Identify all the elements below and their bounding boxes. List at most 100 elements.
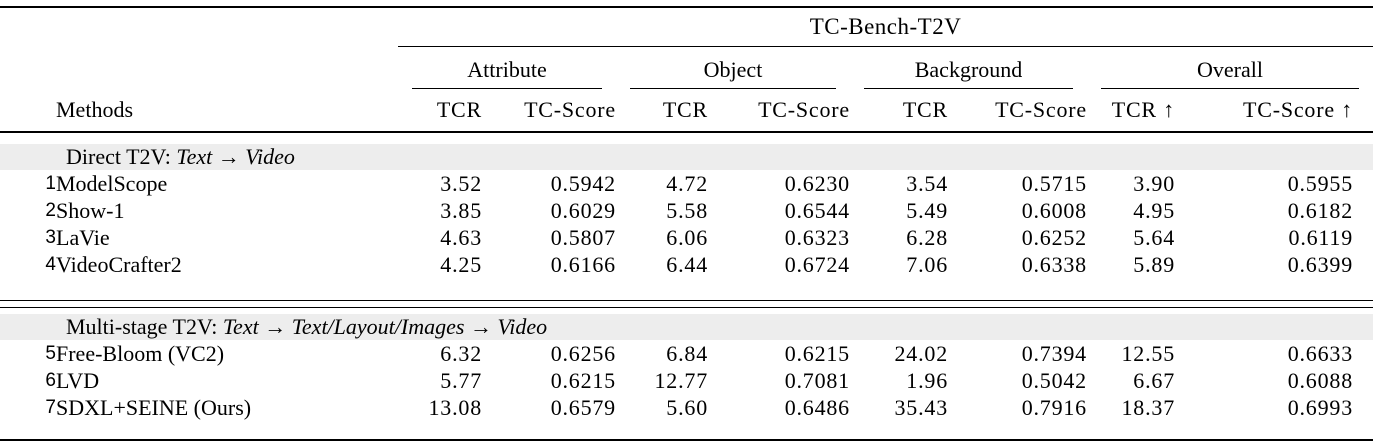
column-header-row: Methods TCR TC-Score TCR TC-Score TCR TC… — [0, 89, 1373, 133]
method-name: LaVie — [56, 224, 110, 250]
group-label: Object — [703, 57, 763, 82]
metric-value: 6.67 — [1133, 367, 1175, 393]
row-index: 5 — [45, 342, 56, 364]
section-header-direct-t2v: Direct T2V: Text → Video — [0, 144, 1373, 170]
section-label-italic: Text — [176, 144, 213, 169]
metric-value: 0.6215 — [550, 367, 616, 393]
metric-value: 5.89 — [1133, 251, 1175, 277]
col-header-tcr-overall: TCR ↑ — [1087, 89, 1175, 133]
metric-value: 6.44 — [666, 251, 708, 277]
spacer-row — [0, 132, 1373, 144]
metric-value: 0.5042 — [1021, 367, 1087, 393]
metric-value: 4.63 — [440, 224, 482, 250]
metric-value: 6.28 — [906, 224, 948, 250]
col-header-tcscore-overall: TC-Score ↑ — [1175, 89, 1373, 133]
col-header-tcscore-background: TC-Score — [948, 89, 1087, 133]
group-label: Background — [914, 57, 1023, 82]
metric-value: 12.55 — [1121, 340, 1175, 366]
metric-value-best: 0.7081 — [784, 367, 850, 393]
metric-value: 24.02 — [894, 340, 948, 366]
metric-value: 0.6338 — [1021, 251, 1087, 277]
metric-value-best: 35.43 — [894, 394, 948, 420]
benchmark-table: TC-Bench-T2V Attribute Object Background… — [0, 6, 1373, 441]
col-header-tcscore-attribute: TC-Score — [482, 89, 616, 133]
empty-cell — [0, 7, 398, 47]
metric-value: 3.90 — [1133, 170, 1175, 196]
metric-value: 4.25 — [440, 251, 482, 277]
section-header-multistage-t2v: Multi-stage T2V: Text → Text/Layout/Imag… — [0, 314, 1373, 340]
metric-value: 0.6230 — [784, 170, 850, 196]
table-row: 2 Show-1 3.85 0.6029 5.58 0.6544 5.49 0.… — [0, 197, 1373, 224]
metric-value: 0.5807 — [550, 224, 616, 250]
metric-value: 0.6323 — [784, 224, 850, 250]
metric-value: 3.52 — [440, 170, 482, 196]
metric-value: 6.32 — [440, 340, 482, 366]
metric-value: 0.5942 — [550, 170, 616, 196]
table-row: 3 LaVie 4.63 0.5807 6.06 0.6323 6.28 0.6… — [0, 224, 1373, 251]
method-name: VideoCrafter2 — [56, 251, 182, 277]
metric-value: 4.95 — [1133, 197, 1175, 223]
col-header-tcr-attribute: TCR — [398, 89, 482, 133]
section-label-italic: Text/Layout/Images — [291, 314, 465, 339]
metric-value: 5.64 — [1133, 224, 1175, 250]
table-title: TC-Bench-T2V — [398, 7, 1373, 47]
table-row: 4 VideoCrafter2 4.25 0.6166 6.44 0.6724 … — [0, 251, 1373, 278]
spacer-row — [0, 278, 1373, 301]
row-index: 2 — [45, 199, 56, 221]
group-header-object: Object — [616, 47, 850, 89]
metric-value: 0.6252 — [1021, 224, 1087, 250]
metric-value: 0.6182 — [1287, 197, 1354, 223]
empty-cell — [0, 47, 398, 90]
metric-value: 0.5955 — [1287, 170, 1354, 196]
method-name: Free-Bloom (VC2) — [56, 340, 225, 366]
metric-value: 3.54 — [906, 170, 948, 196]
method-name: SDXL+SEINE (Ours) — [56, 394, 252, 420]
metric-value-best: 12.77 — [654, 367, 708, 393]
method-name: LVD — [56, 367, 100, 393]
col-header-tcr-object: TCR — [616, 89, 708, 133]
metric-value: 7.06 — [906, 251, 948, 277]
right-arrow-glyph: → — [212, 144, 246, 169]
method-name: ModelScope — [56, 170, 168, 196]
metric-value-best: 0.6993 — [1287, 394, 1354, 420]
metric-value: 0.6166 — [550, 251, 616, 277]
col-header-methods: Methods — [56, 89, 398, 133]
metric-value-best: 13.08 — [428, 394, 482, 420]
section-label-italic: Text — [222, 314, 259, 339]
metric-value: 0.6486 — [784, 394, 850, 420]
row-index: 1 — [45, 172, 56, 194]
section-label-italic: Video — [497, 314, 548, 339]
metric-value: 6.06 — [666, 224, 708, 250]
group-header-row: Attribute Object Background Overall — [0, 47, 1373, 90]
metric-value: 0.6008 — [1021, 197, 1087, 223]
metric-value: 3.85 — [440, 197, 482, 223]
empty-cell — [0, 89, 56, 133]
row-index: 6 — [45, 369, 56, 391]
metric-value: 5.58 — [666, 197, 708, 223]
table-row: 5 Free-Bloom (VC2) 6.32 0.6256 6.84 0.62… — [0, 340, 1373, 367]
group-header-background: Background — [850, 47, 1087, 89]
metric-value: 0.6029 — [550, 197, 616, 223]
group-header-attribute: Attribute — [398, 47, 616, 89]
metric-value: 0.6544 — [784, 197, 850, 223]
right-arrow-glyph: → — [258, 314, 292, 339]
metric-value: 6.84 — [666, 340, 708, 366]
table-row: 1 ModelScope 3.52 0.5942 4.72 0.6230 3.5… — [0, 170, 1373, 197]
metric-value: 5.49 — [906, 197, 948, 223]
metric-value: 0.6088 — [1287, 367, 1354, 393]
table-row: 6 LVD 5.77 0.6215 12.77 0.7081 1.96 0.50… — [0, 367, 1373, 394]
section-label-prefix: Direct T2V: — [66, 144, 177, 169]
group-label: Overall — [1197, 57, 1263, 82]
right-arrow-glyph: → — [464, 314, 498, 339]
table-row: 7 SDXL+SEINE (Ours) 13.08 0.6579 5.60 0.… — [0, 394, 1373, 421]
metric-value: 0.6724 — [784, 251, 850, 277]
metric-value: 0.6215 — [784, 340, 850, 366]
metric-value-best: 0.7916 — [1021, 394, 1087, 420]
group-label: Attribute — [467, 57, 547, 82]
group-header-overall: Overall — [1087, 47, 1373, 89]
col-header-tcscore-object: TC-Score — [708, 89, 850, 133]
metric-value: 4.72 — [666, 170, 708, 196]
row-index: 7 — [45, 396, 56, 418]
metric-value: 5.60 — [666, 394, 708, 420]
